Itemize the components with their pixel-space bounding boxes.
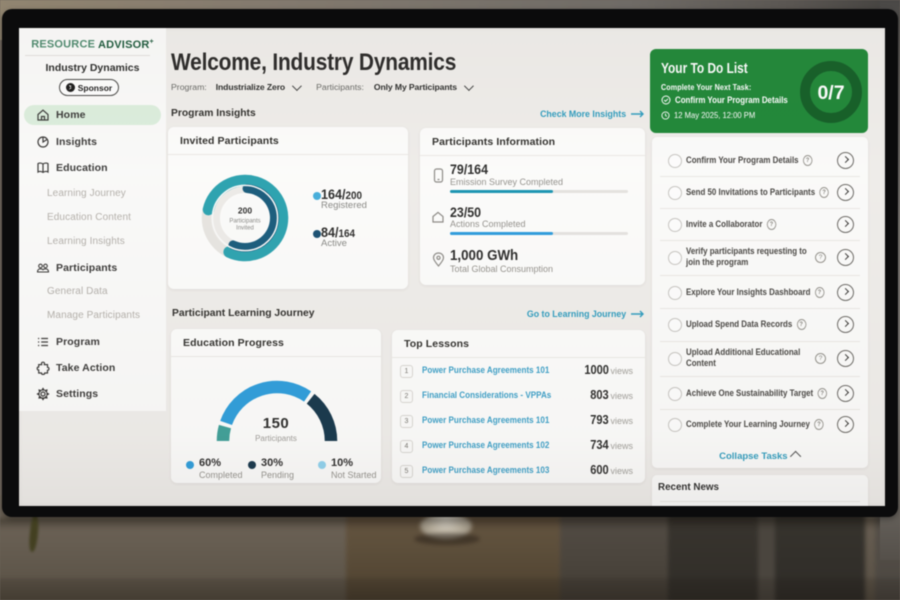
svg-text:Participants: Participants: [229, 219, 260, 225]
svg-text:Invited: Invited: [236, 226, 254, 232]
svg-text:200: 200: [238, 206, 252, 216]
svg-text:0/7: 0/7: [817, 82, 844, 104]
